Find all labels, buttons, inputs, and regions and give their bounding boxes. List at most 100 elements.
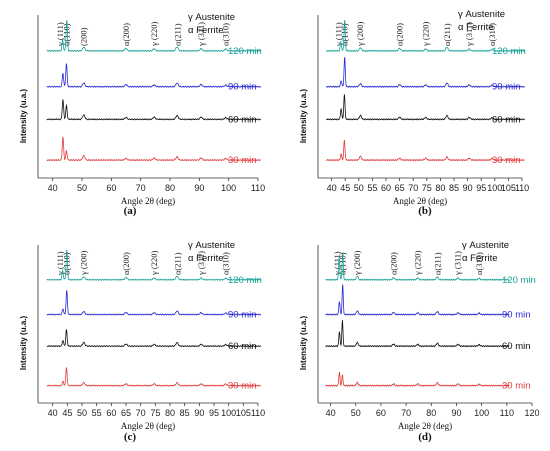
x-tick-label: 65 [121, 408, 131, 418]
series-label: 30 min [228, 381, 257, 392]
series-label: 120 min [228, 46, 262, 57]
chart-panel-d: 40 50 60 70 80 90 100 110 120 Angle 2θ (deg) Inten… [299, 240, 540, 443]
x-axis-label: Angle 2θ (deg) [398, 421, 452, 431]
series-line [46, 136, 261, 162]
peak-label: γ (111) [55, 251, 65, 276]
x-tick-label: 75 [422, 183, 432, 193]
x-tick-label: 60 [106, 183, 116, 193]
panel-caption: (a) [124, 205, 137, 217]
x-tick-label: 110 [500, 408, 514, 418]
series-label: 90 min [502, 310, 531, 321]
x-tick-label: 105 [501, 183, 516, 193]
series-label: 60 min [228, 341, 257, 352]
y-axis-label: Intensity (u.a.) [19, 89, 28, 144]
series-line [46, 367, 261, 387]
peak-label: α(200) [121, 23, 131, 46]
y-axis-label: Intensity (u.a.) [19, 316, 28, 371]
x-tick-label: 105 [236, 408, 251, 418]
series-label: 30 min [492, 155, 521, 166]
peak-label: α(200) [121, 252, 131, 275]
legend-entry: γ Austenite [458, 9, 505, 20]
series-line [326, 19, 525, 53]
peak-label: α(110) [62, 23, 72, 46]
series-line [46, 20, 262, 53]
x-tick-label: 120 [524, 408, 539, 418]
peak-label: γ (111) [333, 22, 343, 47]
x-tick-label: 100 [487, 183, 502, 193]
x-tick-label: 70 [136, 408, 146, 418]
x-tick-label: 40 [48, 408, 58, 418]
x-tick-label: 110 [515, 183, 529, 193]
peak-label: γ (220) [412, 251, 422, 276]
series-line [46, 290, 262, 316]
series-line [46, 63, 262, 89]
series-line [326, 139, 525, 162]
peak-label: γ (200) [355, 22, 365, 47]
x-tick-label: 100 [474, 408, 489, 418]
series-line [46, 249, 262, 282]
peak-label: α(110) [338, 252, 348, 275]
peak-label: γ (311) [453, 251, 463, 276]
x-tick-label: 50 [77, 408, 87, 418]
x-tick-label: 50 [354, 183, 364, 193]
series-label: 60 min [228, 114, 257, 125]
x-tick-label: 55 [92, 408, 102, 418]
x-tick-label: 50 [351, 408, 361, 418]
y-axis-label: Intensity (u.a.) [299, 316, 308, 371]
x-tick-label: 55 [367, 183, 377, 193]
peak-label: γ (220) [149, 251, 159, 276]
legend-entry: γ Austenite [462, 240, 509, 251]
series-label: 60 min [502, 341, 531, 352]
peak-label: α(310) [474, 252, 484, 275]
x-axis-label: Angle 2θ (deg) [121, 421, 175, 431]
x-tick-label: 85 [180, 408, 190, 418]
x-tick-label: 100 [221, 183, 236, 193]
peak-label: α(110) [62, 252, 72, 275]
peak-label: α(310) [221, 23, 231, 46]
series-label: 120 min [492, 46, 526, 57]
x-tick-label: 70 [136, 183, 146, 193]
series-line [325, 284, 510, 316]
x-tick-label: 60 [381, 183, 391, 193]
peak-label: γ (220) [420, 22, 430, 47]
peak-label: γ (111) [55, 22, 65, 47]
x-tick-label: 40 [48, 183, 58, 193]
legend-entry: α Ferrite [188, 253, 224, 264]
x-tick-label: 95 [476, 183, 486, 193]
peak-label: α(211) [442, 23, 452, 46]
y-axis-label: Intensity (u.a.) [299, 89, 308, 144]
x-tick-label: 110 [251, 408, 265, 418]
x-tick-label: 40 [327, 183, 337, 193]
peak-label: γ (311) [196, 22, 206, 47]
x-tick-label: 45 [62, 408, 72, 418]
peak-label: γ (311) [196, 251, 206, 276]
peak-label: α(310) [487, 23, 497, 46]
peak-label: α(310) [221, 252, 231, 275]
series-line [325, 57, 525, 89]
peak-label: γ (200) [352, 251, 362, 276]
peak-label: (200) [78, 27, 88, 46]
peak-label: α(110) [340, 23, 350, 46]
x-tick-label: 90 [194, 183, 204, 193]
x-tick-label: 80 [165, 408, 175, 418]
x-tick-label: 100 [221, 408, 236, 418]
series-label: 90 min [228, 82, 257, 93]
peak-label: γ (311) [464, 22, 474, 47]
chart-panel-c: 40 45 50 55 60 65 70 75 80 85 90 95 100 105 110 Angle 2… [19, 240, 265, 443]
x-tick-label: 90 [194, 408, 204, 418]
x-tick-label: 95 [209, 408, 219, 418]
x-tick-label: 45 [340, 183, 350, 193]
x-tick-label: 80 [426, 408, 436, 418]
series-label: 120 min [502, 275, 536, 286]
peak-label: α(200) [389, 252, 399, 275]
peak-label: α(200) [395, 23, 405, 46]
x-tick-label: 50 [77, 183, 87, 193]
legend-entry: α Ferrite [458, 22, 494, 33]
panel-caption: (d) [418, 431, 432, 443]
x-tick-label: 85 [449, 183, 459, 193]
series-label: 90 min [228, 310, 257, 321]
x-axis-label: Angle 2θ (deg) [121, 196, 175, 206]
series-label: 30 min [502, 381, 531, 392]
